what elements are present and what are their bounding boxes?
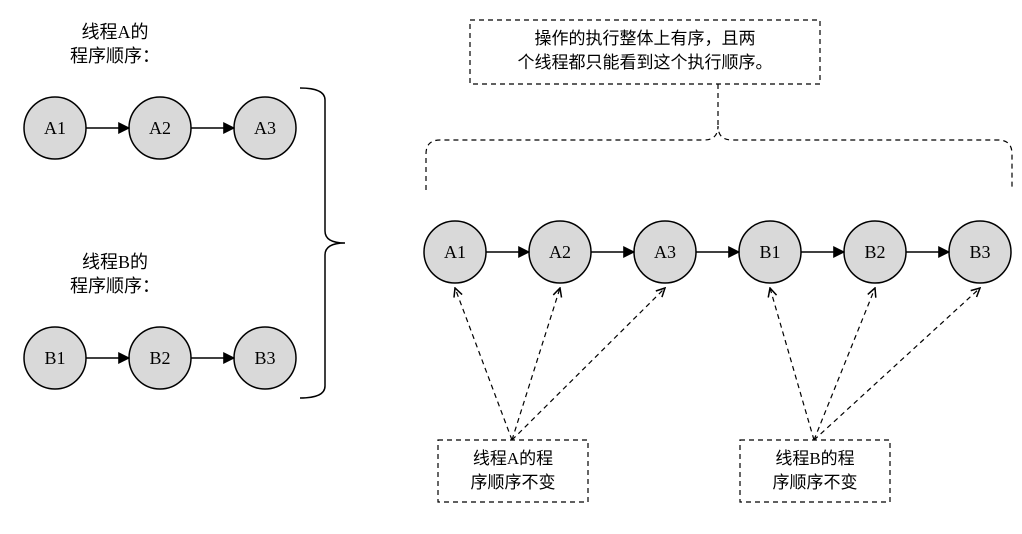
thread-merge-diagram: 线程A的程序顺序：线程B的程序顺序：A1A2A3B1B2B3A1A2A3B1B2… (0, 0, 1022, 534)
merged-node-label-a3: A3 (654, 242, 676, 262)
bottom-b-annotation-arrow-2 (814, 288, 980, 440)
bottom-b-annotation-line1: 线程B的程 (775, 449, 854, 468)
bottom-a-annotation-line2: 序顺序不变 (471, 473, 556, 492)
merged-node-label-b3: B3 (969, 242, 990, 262)
thread-a-node-label-a1: A1 (44, 118, 66, 138)
bottom-b-annotation-line2: 序顺序不变 (773, 473, 858, 492)
merged-node-label-a1: A1 (444, 242, 466, 262)
merge-curly-brace (300, 88, 345, 398)
thread-a-caption-line2: 程序顺序： (70, 46, 160, 66)
thread-b-node-label-b2: B2 (149, 348, 170, 368)
top-annotation-line1: 操作的执行整体上有序，且两 (535, 29, 756, 48)
top-annotation-brace (426, 126, 1012, 190)
bottom-a-annotation-arrow-1 (512, 288, 560, 440)
bottom-a-annotation-arrow-2 (512, 288, 665, 440)
merged-node-label-a2: A2 (549, 242, 571, 262)
thread-b-caption-line2: 程序顺序： (70, 276, 160, 296)
bottom-b-annotation-arrow-0 (770, 288, 814, 440)
bottom-a-annotation-arrow-0 (455, 288, 512, 440)
bottom-b-annotation-arrow-1 (814, 288, 875, 440)
thread-a-caption-line1: 线程A的 (82, 22, 149, 42)
thread-b-caption-line1: 线程B的 (82, 252, 148, 272)
bottom-a-annotation-line1: 线程A的程 (473, 449, 553, 468)
thread-b-node-label-b1: B1 (44, 348, 65, 368)
thread-a-node-label-a3: A3 (254, 118, 276, 138)
merged-node-label-b1: B1 (759, 242, 780, 262)
thread-b-node-label-b3: B3 (254, 348, 275, 368)
top-annotation-line2: 个线程都只能看到这个执行顺序。 (518, 53, 773, 72)
thread-a-node-label-a2: A2 (149, 118, 171, 138)
merged-node-label-b2: B2 (864, 242, 885, 262)
